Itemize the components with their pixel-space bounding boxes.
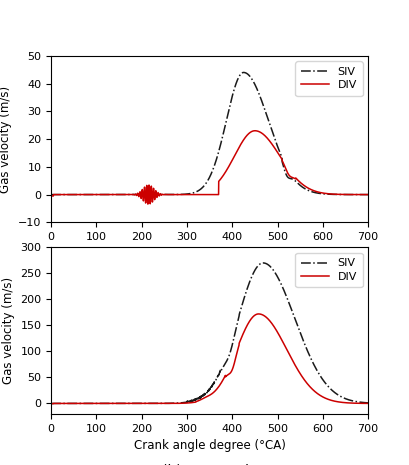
SIV [366,192,371,197]
X-axis label: Crank angle degree (°CA): Crank angle degree (°CA) [134,439,285,452]
DIV [65,401,70,406]
Line: SIV: SIV [51,73,368,194]
SIV [49,401,54,406]
SIV [357,399,362,405]
DIV [194,399,199,404]
Line: SIV: SIV [51,263,368,404]
SIV [194,189,199,194]
DIV [49,401,54,406]
X-axis label: Crank angle degree (°CA): Crank angle degree (°CA) [134,248,285,260]
Line: DIV: DIV [51,131,368,204]
DIV [299,372,303,378]
SIV [357,399,362,405]
SIV [357,192,362,197]
SIV [366,400,371,405]
Legend: SIV, DIV: SIV, DIV [295,61,362,96]
DIV [357,400,362,406]
Legend: SIV, DIV: SIV, DIV [295,253,362,287]
DIV [256,311,261,317]
DIV [203,192,208,197]
Line: DIV: DIV [51,314,368,404]
DIV [366,401,371,406]
SIV [241,70,246,75]
Y-axis label: Gas velocity (m/s): Gas velocity (m/s) [2,277,15,384]
SIV [261,260,265,266]
DIV [145,201,150,207]
DIV [357,192,362,197]
SIV [299,332,303,337]
DIV [65,192,70,197]
SIV [65,401,70,406]
Text: (b) 5600r/min: (b) 5600r/min [162,464,258,465]
DIV [252,128,257,133]
DIV [357,400,362,406]
DIV [203,395,208,400]
DIV [299,180,303,186]
SIV [203,181,208,187]
Text: (a) 1000r/min: (a) 1000r/min [162,272,257,286]
DIV [195,192,200,197]
SIV [65,192,70,197]
SIV [194,396,199,401]
SIV [49,192,54,197]
SIV [357,192,362,197]
SIV [299,183,303,189]
DIV [357,192,362,197]
DIV [366,192,371,197]
DIV [49,193,54,199]
SIV [203,391,208,396]
Y-axis label: Gas velocity (m/s): Gas velocity (m/s) [0,86,12,193]
